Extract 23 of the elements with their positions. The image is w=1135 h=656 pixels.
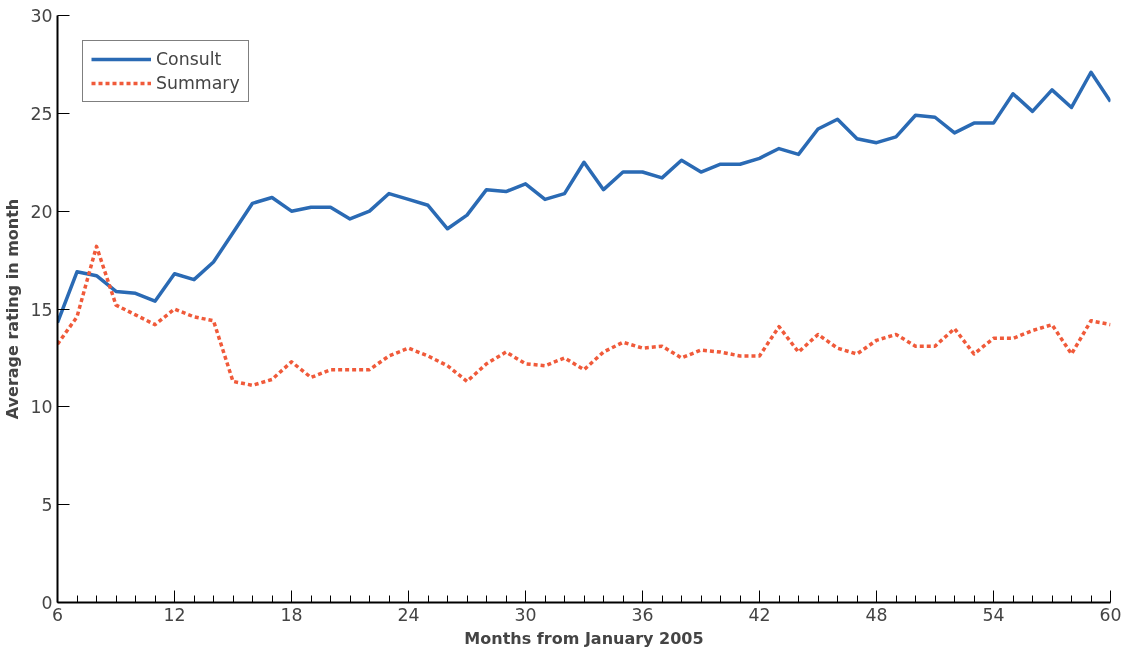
x-tick-label: 24 bbox=[397, 604, 420, 625]
x-tick-label: 18 bbox=[280, 604, 303, 625]
y-tick-label: 20 bbox=[30, 201, 53, 222]
legend-label: Consult bbox=[156, 49, 222, 69]
y-tick-label: 30 bbox=[30, 6, 53, 26]
x-tick-label: 30 bbox=[514, 604, 537, 625]
x-tick-label: 6 bbox=[51, 604, 64, 625]
x-tick-label: 12 bbox=[163, 604, 186, 625]
y-tick-label: 0 bbox=[41, 593, 53, 613]
line-series bbox=[57, 244, 1111, 388]
y-tick-label: 15 bbox=[30, 299, 53, 320]
x-axis-title: Months from January 2005 bbox=[464, 628, 704, 648]
x-tick-label: 60 bbox=[1099, 604, 1122, 625]
x-tick-label: 54 bbox=[982, 604, 1005, 625]
legend-label: Summary bbox=[156, 73, 240, 93]
line-series bbox=[57, 70, 1111, 325]
x-tick-label: 48 bbox=[865, 604, 888, 625]
y-tick-label: 25 bbox=[30, 103, 53, 124]
x-tick-label: 42 bbox=[748, 604, 771, 625]
x-tick-label: 36 bbox=[631, 604, 654, 625]
y-tick-label: 10 bbox=[30, 397, 53, 418]
y-axis-title: Average rating in month bbox=[3, 198, 23, 420]
y-tick-label: 5 bbox=[41, 495, 53, 516]
